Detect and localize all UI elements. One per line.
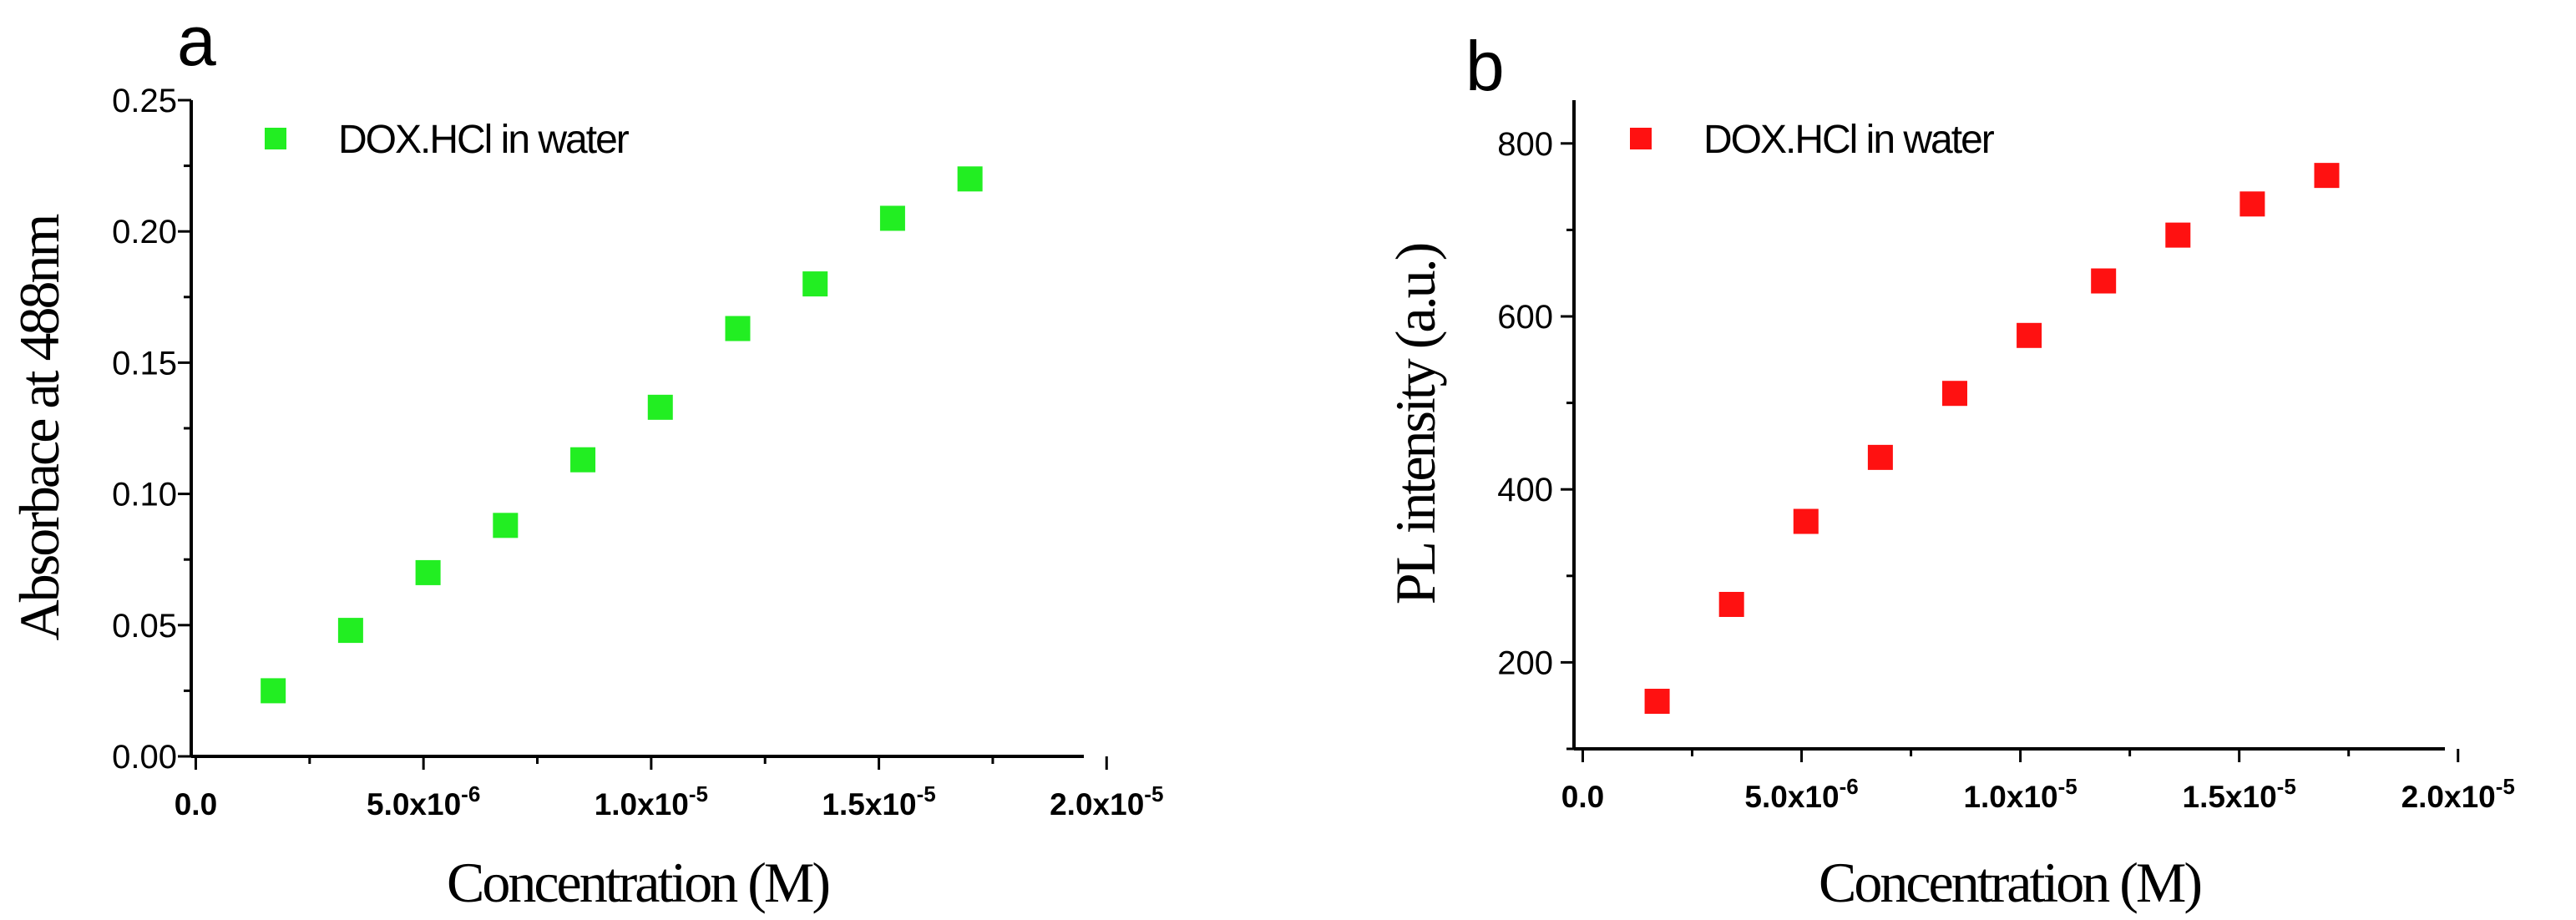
data-point: [725, 316, 751, 341]
data-point: [2314, 163, 2340, 189]
data-point: [2091, 268, 2117, 294]
data-point: [802, 271, 828, 297]
y-tick-label: 600: [1497, 299, 1553, 336]
data-point: [2165, 222, 2191, 248]
y-axis-title: Absorbace at 488nm: [8, 215, 71, 641]
y-tick-label: 800: [1497, 126, 1553, 163]
legend-label: DOX.HCl in water: [1703, 118, 1995, 162]
y-tick-label: 0.10: [112, 477, 177, 513]
y-axis-title: PL intensity (a.u.): [1384, 244, 1447, 604]
data-point: [879, 205, 905, 231]
data-point: [1941, 381, 1967, 407]
x-tick-label: 2.0x10-5: [2401, 774, 2515, 814]
x-axis-title: Concentration (M): [1819, 851, 2200, 914]
data-point: [647, 394, 673, 420]
data-point: [493, 513, 519, 538]
y-tick-label: 200: [1497, 645, 1553, 681]
data-point: [957, 166, 983, 192]
legend-marker: [1630, 128, 1652, 149]
legend-marker: [265, 128, 286, 149]
x-tick-label: 0.0: [1561, 780, 1604, 814]
x-tick-label: 5.0x10-6: [367, 781, 480, 821]
y-tick-label: 0.25: [112, 83, 177, 119]
data-point: [415, 559, 441, 585]
x-tick-label: 1.0x10-5: [595, 781, 708, 821]
data-point: [2239, 191, 2265, 217]
panel-label: b: [1465, 27, 1505, 105]
data-point: [337, 618, 363, 644]
x-tick-label: 2.0x10-5: [1050, 781, 1163, 821]
data-point: [261, 678, 286, 704]
chart-panel-b: b 200 400 600 800 0.0 5.0x10-6 1.0x10-5 1.5x10-5…: [1384, 27, 2515, 914]
x-tick-label: 5.0x10-6: [1744, 774, 1858, 814]
y-tick-label: 0.05: [112, 608, 177, 645]
data-point: [1644, 689, 1670, 715]
panel-label: a: [177, 2, 216, 80]
x-tick-label: 1.5x10-5: [822, 781, 935, 821]
data-point: [2017, 322, 2042, 348]
x-tick-label: 1.5x10-5: [2183, 774, 2296, 814]
data-point: [1718, 591, 1744, 617]
data-point: [1793, 508, 1819, 534]
y-tick-label: 0.15: [112, 345, 177, 382]
x-tick-label: 0.0: [175, 787, 217, 821]
x-tick-label: 1.0x10-5: [1963, 774, 2077, 814]
data-point: [570, 447, 596, 473]
legend-label: DOX.HCl in water: [338, 118, 630, 162]
y-tick-label: 0.20: [112, 214, 177, 250]
y-tick-label: 0.00: [112, 739, 177, 776]
chart-panel-a: a 0.00 0.05 0.10 0.15 0.20 0.25 0.0 5.0x10-6 1.0x…: [8, 2, 1163, 914]
y-tick-label: 400: [1497, 472, 1553, 508]
data-point: [1867, 444, 1893, 470]
x-axis-title: Concentration (M): [447, 851, 828, 914]
